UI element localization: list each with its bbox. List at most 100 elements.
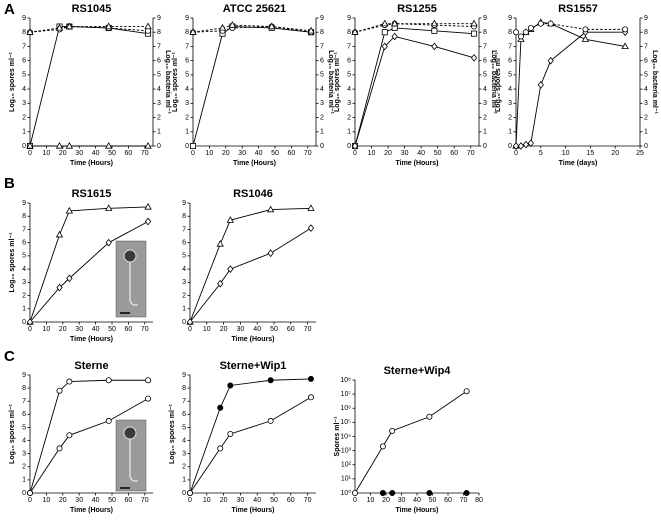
- data-point: [470, 53, 478, 62]
- x-tick-label: 50: [434, 150, 442, 157]
- y-tick-label: 10⁶: [340, 405, 351, 412]
- data-point: [26, 489, 33, 496]
- data-point: [186, 489, 193, 496]
- data-point: [55, 230, 64, 238]
- x-tick-label: 50: [108, 326, 116, 333]
- x-axis-label: Time (Hours): [70, 336, 113, 343]
- data-point: [426, 489, 433, 496]
- y-tick-label: 10⁷: [341, 391, 352, 398]
- data-point: [145, 377, 152, 384]
- data-line: [515, 21, 626, 147]
- data-point: [144, 141, 152, 149]
- data-point: [217, 445, 224, 452]
- y-axis-label: Log₁₀ spores ml⁻¹: [9, 232, 16, 293]
- x-tick-label: 60: [287, 497, 295, 504]
- y-tick-label: 4: [182, 266, 186, 273]
- data-point: [517, 33, 524, 40]
- y-tick-label: 1: [182, 477, 186, 484]
- y-tick-label: 0: [22, 143, 26, 150]
- y-tick-label: 8: [22, 213, 26, 220]
- y-tick-label: 0: [22, 319, 26, 326]
- y-tick-label: 7: [22, 226, 26, 233]
- data-point: [55, 23, 64, 31]
- y-axis-label: Log₁₀ spores ml⁻¹: [495, 51, 502, 112]
- data-line: [192, 26, 312, 147]
- micrograph-inset: [115, 240, 147, 318]
- x-tick-label: 10: [206, 150, 214, 157]
- x-tick-label: 70: [304, 497, 312, 504]
- y-tick-label: 7: [347, 43, 351, 50]
- data-line: [354, 35, 475, 147]
- y2-tick-label: 4: [483, 86, 487, 93]
- data-point: [426, 413, 433, 420]
- data-point: [381, 19, 389, 27]
- y-tick-label: 6: [22, 240, 26, 247]
- x-tick-label: 0: [353, 150, 357, 157]
- y2-tick-label: 7: [320, 43, 324, 50]
- y-tick-label: 5: [347, 72, 351, 79]
- y-tick-label: 3: [22, 100, 26, 107]
- x-tick-label: 20: [384, 150, 392, 157]
- y2-tick-label: 7: [483, 43, 487, 50]
- y2-tick-label: 5: [157, 72, 161, 79]
- data-point: [463, 388, 470, 395]
- y-tick-label: 7: [508, 43, 512, 50]
- x-tick-label: 10: [562, 150, 570, 157]
- y2-tick-label: 7: [644, 43, 648, 50]
- y-tick-label: 5: [185, 72, 189, 79]
- y-tick-label: 2: [22, 292, 26, 299]
- y-tick-label: 0: [508, 143, 512, 150]
- y2-axis-label: Log₁₀ bacteria ml⁻¹: [651, 50, 658, 114]
- x-tick-label: 40: [92, 326, 100, 333]
- panel-label: A: [4, 1, 15, 18]
- x-tick-label: 60: [125, 150, 133, 157]
- y-tick-label: 1: [22, 129, 26, 136]
- data-point: [379, 443, 386, 450]
- data-point: [527, 139, 534, 147]
- x-axis-label: Time (Hours): [233, 160, 276, 167]
- y-tick-label: 10⁴: [340, 433, 351, 440]
- y2-tick-label: 0: [320, 143, 324, 150]
- data-point: [65, 141, 74, 149]
- y-tick-label: 3: [185, 100, 189, 107]
- data-point: [389, 427, 396, 434]
- x-tick-label: 20: [59, 497, 67, 504]
- x-tick-label: 50: [271, 150, 279, 157]
- y-tick-label: 6: [22, 411, 26, 418]
- y2-tick-label: 1: [157, 129, 161, 136]
- y-axis-label: Log₁₀ spores ml⁻¹: [169, 403, 176, 464]
- x-axis-label: Time (Hours): [231, 336, 274, 343]
- y2-tick-label: 4: [157, 86, 161, 93]
- data-point: [537, 81, 544, 89]
- y2-tick-label: 8: [644, 29, 648, 36]
- data-line: [189, 396, 312, 494]
- x-tick-label: 0: [28, 497, 32, 504]
- y2-tick-label: 5: [320, 72, 324, 79]
- y-tick-label: 9: [182, 200, 186, 207]
- y2-tick-label: 4: [320, 86, 324, 93]
- data-line: [516, 31, 626, 147]
- y-tick-label: 10³: [341, 447, 352, 454]
- y-tick-label: 1: [22, 477, 26, 484]
- y-tick-label: 1: [182, 306, 186, 313]
- data-line: [189, 378, 311, 494]
- x-tick-label: 30: [238, 150, 246, 157]
- x-tick-label: 60: [450, 150, 458, 157]
- data-point: [66, 274, 73, 283]
- data-point: [267, 417, 274, 424]
- y-tick-label: 9: [22, 200, 26, 207]
- y2-tick-label: 4: [644, 86, 648, 93]
- data-point: [431, 42, 438, 51]
- data-point: [218, 23, 227, 31]
- x-tick-label: 0: [188, 326, 192, 333]
- x-tick-label: 30: [398, 497, 406, 504]
- y-tick-label: 6: [185, 58, 189, 65]
- data-point: [307, 204, 315, 211]
- data-point: [105, 22, 113, 30]
- data-point: [307, 375, 314, 382]
- y-axis-label: Log₁₀ spores ml⁻¹: [334, 51, 341, 112]
- data-point: [26, 141, 34, 149]
- y-tick-label: 9: [347, 15, 351, 22]
- y-tick-label: 1: [347, 129, 351, 136]
